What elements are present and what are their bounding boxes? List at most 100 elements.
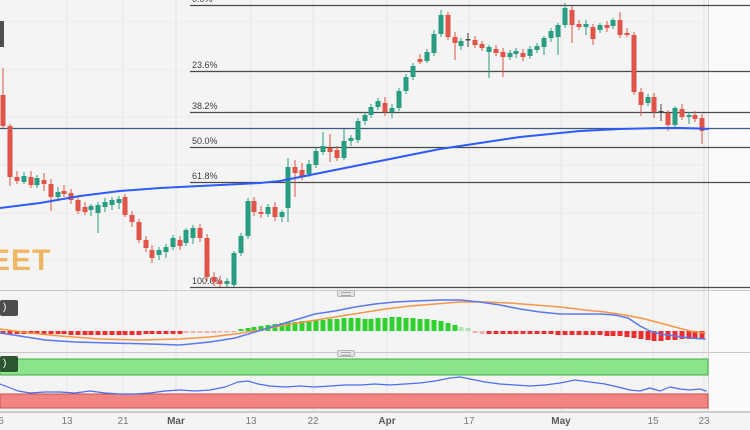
candle-body bbox=[527, 49, 533, 56]
candle-body bbox=[102, 202, 108, 207]
macd-histogram-bar bbox=[183, 331, 189, 333]
macd-histogram-bar bbox=[541, 331, 547, 334]
macd-histogram-bar bbox=[382, 318, 388, 331]
panel-resize-handle-macd[interactable] bbox=[337, 290, 355, 297]
chart-canvas[interactable]: 0.0%23.6%38.2%50.0%61.8%100.0% bbox=[0, 0, 750, 412]
candle-body bbox=[341, 141, 347, 158]
candle-body bbox=[520, 53, 526, 57]
macd-histogram-bar bbox=[576, 331, 582, 335]
candle-body bbox=[204, 238, 210, 277]
candle-body bbox=[686, 115, 692, 117]
candle-body bbox=[313, 151, 319, 165]
macd-signal-line bbox=[0, 301, 706, 341]
macd-histogram-bar bbox=[224, 331, 230, 333]
macd-histogram-bar bbox=[368, 319, 374, 331]
watermark: EET bbox=[0, 244, 52, 277]
candle-body bbox=[279, 212, 285, 217]
candle-body bbox=[68, 193, 74, 200]
candle-body bbox=[541, 38, 547, 47]
candle-body bbox=[197, 228, 203, 238]
macd-histogram-bar bbox=[631, 331, 637, 338]
macd-histogram-bar bbox=[686, 331, 692, 339]
candle-body bbox=[604, 25, 610, 28]
candle-body bbox=[0, 95, 6, 126]
macd-histogram-bar bbox=[95, 331, 101, 335]
candle-body bbox=[672, 108, 678, 125]
macd-histogram-bar bbox=[355, 318, 361, 331]
candle-body bbox=[320, 146, 326, 152]
date-label: 13 bbox=[61, 416, 73, 427]
macd-histogram-bar bbox=[403, 318, 409, 331]
candle-body bbox=[472, 40, 478, 45]
candle-body bbox=[692, 115, 698, 119]
candle-body bbox=[129, 215, 135, 222]
candle-body bbox=[265, 207, 271, 214]
candle-body bbox=[109, 200, 115, 205]
macd-histogram-bar bbox=[163, 331, 169, 334]
candle-body bbox=[75, 200, 81, 211]
series-label-stub[interactable] bbox=[0, 21, 4, 47]
candle-body bbox=[14, 177, 20, 181]
macd-histogram-bar bbox=[417, 319, 423, 331]
fib-label: 0.0% bbox=[192, 0, 213, 4]
date-label: Apr bbox=[378, 416, 396, 427]
macd-histogram-bar bbox=[520, 331, 526, 334]
candle-body bbox=[458, 41, 464, 46]
macd-histogram-bar bbox=[149, 331, 155, 334]
macd-histogram-bar bbox=[0, 331, 6, 334]
candle-body bbox=[493, 49, 499, 53]
macd-histogram-bar bbox=[68, 331, 74, 335]
candle-body bbox=[424, 52, 430, 61]
macd-histogram-bar bbox=[116, 331, 122, 335]
macd-line bbox=[0, 299, 706, 346]
oscillator-indicator-label[interactable]: ) bbox=[0, 356, 18, 372]
candle-body bbox=[562, 8, 568, 25]
macd-histogram-bar bbox=[569, 331, 575, 335]
macd-histogram-bar bbox=[597, 331, 603, 335]
candle-body bbox=[190, 228, 196, 238]
macd-histogram-bar bbox=[109, 331, 115, 335]
candle-body bbox=[679, 109, 685, 117]
macd-histogram-bar bbox=[82, 331, 88, 335]
macd-histogram-bar bbox=[438, 321, 444, 331]
candle-body bbox=[438, 15, 444, 34]
macd-histogram-bar bbox=[299, 321, 305, 331]
candle-body bbox=[548, 31, 554, 38]
candle-body bbox=[624, 33, 630, 35]
candle-body bbox=[61, 191, 67, 194]
candle-body bbox=[55, 192, 61, 197]
candle-body bbox=[327, 148, 333, 152]
date-axis[interactable]: 6 13 21 Mar 13 22 Apr 17 May 15 23 bbox=[0, 412, 750, 430]
candle-body bbox=[410, 66, 416, 77]
candle-body bbox=[479, 44, 485, 48]
candle-body bbox=[638, 92, 644, 105]
panel-resize-handle-oscillator[interactable] bbox=[337, 350, 355, 357]
macd-histogram-bar bbox=[334, 319, 340, 331]
candle-body bbox=[507, 53, 513, 57]
macd-histogram-bar bbox=[493, 331, 499, 334]
candle-body bbox=[486, 47, 492, 52]
macd-indicator-label[interactable]: ) bbox=[0, 300, 18, 316]
candle-body bbox=[122, 197, 128, 215]
candle-body bbox=[224, 281, 230, 284]
macd-histogram-bar bbox=[258, 326, 264, 331]
macd-histogram-bar bbox=[562, 331, 568, 335]
candle-body bbox=[576, 24, 582, 27]
macd-histogram-bar bbox=[424, 319, 430, 331]
macd-histogram-bar bbox=[122, 331, 128, 335]
candle-body bbox=[7, 126, 13, 177]
candle-body bbox=[396, 91, 402, 108]
date-label: May bbox=[551, 416, 571, 427]
macd-histogram-bar bbox=[170, 331, 176, 334]
macd-histogram-bar bbox=[34, 331, 40, 334]
macd-histogram-bar bbox=[41, 331, 47, 334]
candle-body bbox=[41, 180, 47, 184]
macd-histogram-bar bbox=[465, 328, 471, 331]
candle-body bbox=[116, 199, 122, 203]
candle-body bbox=[431, 34, 437, 53]
candle-body bbox=[590, 27, 596, 39]
macd-histogram-bar bbox=[534, 331, 540, 334]
macd-histogram-bar bbox=[306, 321, 312, 331]
candle-body bbox=[348, 138, 354, 141]
macd-histogram-bar bbox=[458, 327, 464, 331]
